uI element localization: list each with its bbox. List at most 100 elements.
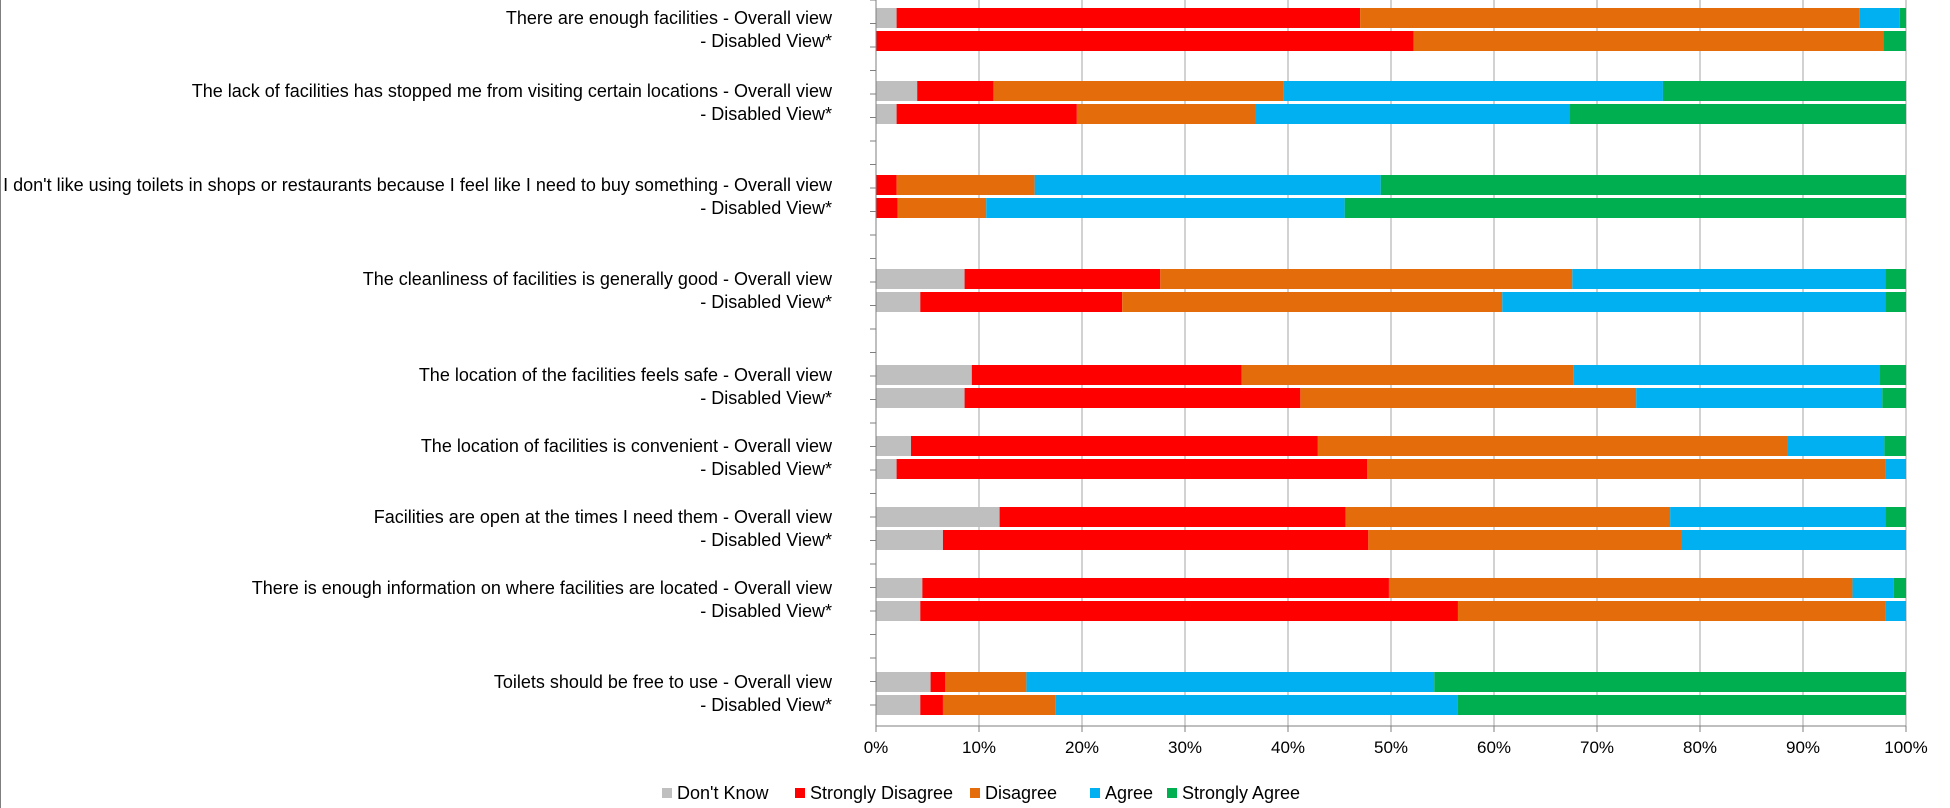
bar-segment-disagree: [1367, 459, 1886, 479]
category-label: I don't like using toilets in shops or r…: [3, 175, 833, 195]
bar-segment-strongly-disagree: [920, 695, 943, 715]
bar-segment-strongly-disagree: [920, 292, 1123, 312]
bar-segment-don-t-know: [876, 292, 921, 312]
category-label: The location of the facilities feels saf…: [419, 365, 833, 385]
bar-segment-disagree: [1317, 436, 1788, 456]
category-label: - Disabled View*: [700, 292, 832, 312]
x-tick-label: 90%: [1786, 738, 1820, 757]
bar-segment-agree: [1787, 436, 1885, 456]
bar-segment-agree: [986, 198, 1345, 218]
x-tick-labels: 0% 10% 20% 30% 40% 50% 60% 70% 80% 90% 100%: [864, 726, 1928, 757]
legend-item-strongly-disagree: Strongly Disagree: [795, 783, 953, 803]
category-label: - Disabled View*: [700, 198, 832, 218]
category-labels: There are enough facilities - Overall vi…: [3, 8, 833, 715]
legend-swatch: [970, 788, 980, 798]
bar-segment-don-t-know: [876, 695, 921, 715]
bar-segment-agree: [1859, 8, 1900, 28]
bar-segment-strongly-disagree: [942, 530, 1369, 550]
legend-swatch: [795, 788, 805, 798]
bar-segment-agree: [1255, 104, 1570, 124]
bar-segment-agree: [1670, 507, 1886, 527]
bar-segment-strongly-disagree: [896, 8, 1361, 28]
bar-segment-strongly-agree: [1893, 578, 1906, 598]
x-tick-label: 30%: [1168, 738, 1202, 757]
bar-segment-strongly-disagree: [920, 601, 1458, 621]
bar-segment-disagree: [1300, 388, 1637, 408]
bar-segment-don-t-know: [876, 388, 965, 408]
bars: [876, 8, 1906, 715]
category-label: The lack of facilities has stopped me fr…: [192, 81, 833, 101]
bar-segment-strongly-disagree: [876, 198, 898, 218]
bar-segment-strongly-agree: [1885, 292, 1906, 312]
legend-item-agree: Agree: [1090, 783, 1153, 803]
x-tick-label: 100%: [1884, 738, 1927, 757]
category-label: The cleanliness of facilities is general…: [363, 269, 833, 289]
legend-item-disagree: Disagree: [970, 783, 1057, 803]
category-label: - Disabled View*: [700, 31, 832, 51]
legend-swatch: [1167, 788, 1177, 798]
bar-segment-agree: [1055, 695, 1458, 715]
bar-segment-strongly-agree: [1569, 104, 1906, 124]
bar-segment-disagree: [896, 175, 1035, 195]
x-tick-label: 70%: [1580, 738, 1614, 757]
category-label: - Disabled View*: [700, 459, 832, 479]
bar-segment-strongly-agree: [1662, 81, 1906, 101]
bar-segment-strongly-disagree: [876, 31, 1414, 51]
legend-label: Disagree: [985, 783, 1057, 803]
bar-segment-agree: [1034, 175, 1381, 195]
bar-segment-agree: [1681, 530, 1906, 550]
legend-swatch: [662, 788, 672, 798]
category-label: There is enough information on where fac…: [252, 578, 833, 598]
bar-segment-strongly-agree: [1884, 436, 1906, 456]
bar-segment-disagree: [1076, 104, 1256, 124]
bar-segment-agree: [1283, 81, 1663, 101]
bar-segment-strongly-disagree: [896, 459, 1368, 479]
bar-segment-strongly-agree: [1885, 269, 1906, 289]
category-label: There are enough facilities - Overall vi…: [506, 8, 833, 28]
legend-label: Strongly Agree: [1182, 783, 1300, 803]
bar-segment-disagree: [1122, 292, 1503, 312]
bar-segment-strongly-disagree: [930, 672, 946, 692]
x-tick-label: 10%: [962, 738, 996, 757]
bar-segment-don-t-know: [876, 459, 897, 479]
x-tick-label: 40%: [1271, 738, 1305, 757]
legend-label: Don't Know: [677, 783, 769, 803]
category-label: - Disabled View*: [700, 388, 832, 408]
legend-item-don-t-know: Don't Know: [662, 783, 769, 803]
bar-segment-strongly-agree: [1380, 175, 1906, 195]
bar-segment-strongly-agree: [1885, 507, 1906, 527]
bar-segment-disagree: [1345, 507, 1671, 527]
bar-segment-strongly-disagree: [964, 269, 1161, 289]
bar-segment-agree: [1573, 365, 1880, 385]
bar-segment-agree: [1885, 601, 1906, 621]
category-label: - Disabled View*: [700, 601, 832, 621]
bar-segment-don-t-know: [876, 104, 897, 124]
x-tick-label: 20%: [1065, 738, 1099, 757]
bar-segment-agree: [1572, 269, 1886, 289]
bar-segment-strongly-disagree: [922, 578, 1389, 598]
bar-segment-don-t-know: [876, 578, 923, 598]
x-tick-label: 80%: [1683, 738, 1717, 757]
bar-segment-strongly-disagree: [911, 436, 1318, 456]
bar-segment-don-t-know: [876, 8, 897, 28]
legend: Don't Know Strongly Disagree Disagree Agree…: [662, 783, 1300, 803]
bar-segment-strongly-agree: [1883, 31, 1906, 51]
legend-label: Strongly Disagree: [810, 783, 953, 803]
bar-segment-disagree: [945, 672, 1027, 692]
bar-segment-don-t-know: [876, 436, 912, 456]
bar-segment-agree: [1636, 388, 1883, 408]
bar-segment-disagree: [1160, 269, 1573, 289]
bar-segment-disagree: [1241, 365, 1574, 385]
bar-segment-don-t-know: [876, 530, 943, 550]
bar-segment-strongly-agree: [1344, 198, 1906, 218]
category-label: Facilities are open at the times I need …: [374, 507, 833, 527]
legend-item-strongly-agree: Strongly Agree: [1167, 783, 1300, 803]
bar-segment-strongly-disagree: [999, 507, 1346, 527]
bar-segment-disagree: [1413, 31, 1884, 51]
bar-segment-disagree: [1360, 8, 1860, 28]
bar-segment-don-t-know: [876, 365, 972, 385]
category-label: - Disabled View*: [700, 104, 832, 124]
category-label: - Disabled View*: [700, 695, 832, 715]
legend-swatch: [1090, 788, 1100, 798]
legend-label: Agree: [1105, 783, 1153, 803]
